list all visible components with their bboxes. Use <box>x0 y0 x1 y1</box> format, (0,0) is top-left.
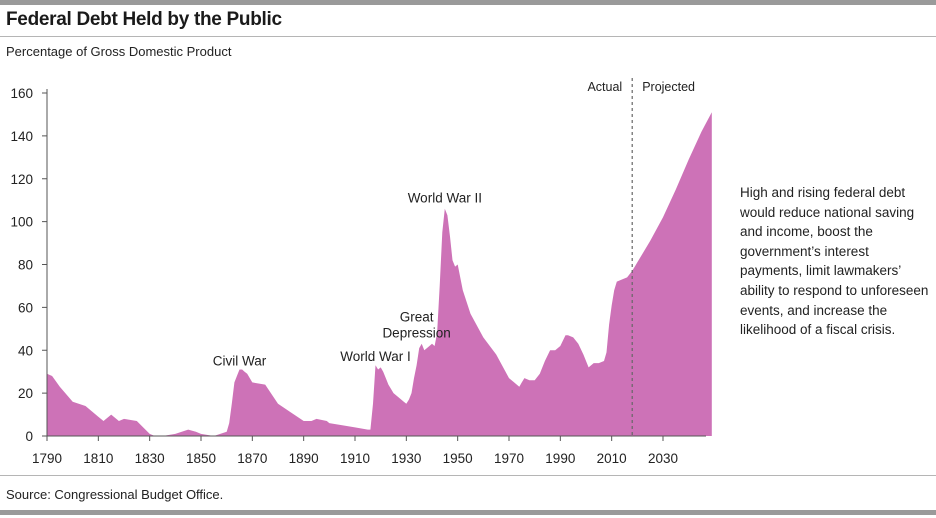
x-tick-label: 1790 <box>32 451 62 466</box>
event-annotation: Depression <box>382 325 450 340</box>
event-annotation: World War II <box>408 190 482 205</box>
x-tick-label: 1990 <box>545 451 575 466</box>
bottom-rule <box>0 510 936 515</box>
y-tick-label: 60 <box>18 300 33 315</box>
x-tick-label: 1810 <box>83 451 113 466</box>
x-tick-label: 2010 <box>597 451 627 466</box>
divider-label-projected: Projected <box>642 80 695 94</box>
debt-area-series <box>47 112 712 437</box>
x-tick-label: 1830 <box>135 451 165 466</box>
bottom-divider <box>0 475 936 476</box>
y-tick-label: 0 <box>25 429 33 444</box>
x-tick-label: 1870 <box>237 451 267 466</box>
x-tick-label: 1970 <box>494 451 524 466</box>
y-tick-label: 100 <box>10 215 33 230</box>
top-rule <box>0 0 936 5</box>
x-tick-label: 1890 <box>289 451 319 466</box>
x-tick-label: 1910 <box>340 451 370 466</box>
y-tick-label: 40 <box>18 343 33 358</box>
y-tick-label: 140 <box>10 129 33 144</box>
event-annotation: Civil War <box>213 353 267 368</box>
annotation-note: High and rising federal debt would reduc… <box>740 185 929 338</box>
event-annotation: World War I <box>340 349 411 364</box>
y-tick-label: 80 <box>18 258 33 273</box>
chart-subtitle: Percentage of Gross Domestic Product <box>6 44 232 59</box>
y-tick-label: 20 <box>18 386 33 401</box>
divider-label-actual: Actual <box>587 80 622 94</box>
x-tick-label: 1930 <box>391 451 421 466</box>
x-tick-label: 1950 <box>443 451 473 466</box>
title-divider <box>0 36 936 37</box>
debt-area-chart: 0 20 40 60 80 100 120 140 160 1790 1810 1830 1850 187… <box>10 78 712 466</box>
y-tick-label: 120 <box>10 172 33 187</box>
source-note: Source: Congressional Budget Office. <box>6 487 224 502</box>
chart-title: Federal Debt Held by the Public <box>6 9 282 30</box>
y-tick-label: 160 <box>10 86 33 101</box>
event-annotation: Great <box>400 309 434 324</box>
x-tick-label: 1850 <box>186 451 216 466</box>
x-tick-label: 2030 <box>648 451 678 466</box>
